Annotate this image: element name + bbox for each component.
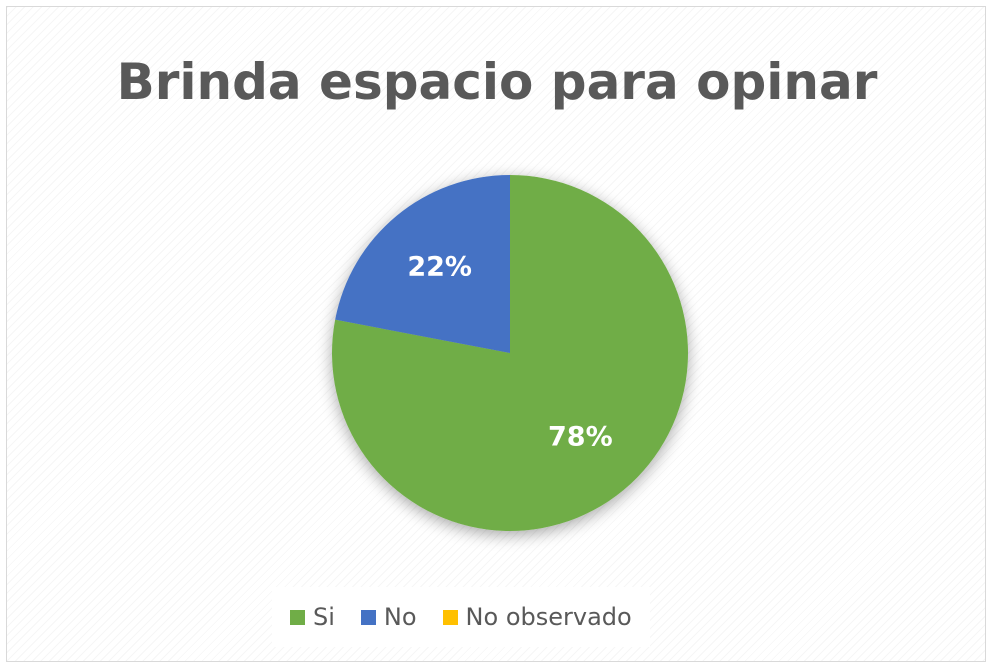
chart-legend: Si No No observado [272, 587, 650, 647]
legend-label: Si [313, 603, 335, 631]
legend-swatch [360, 609, 376, 625]
legend-item-si: Si [290, 603, 335, 631]
data-label-si: 78% [548, 422, 613, 453]
legend-item-no: No [360, 603, 417, 631]
chart-area: Brinda espacio para opinar 78% 22% Si No No… [6, 6, 986, 662]
legend-swatch [290, 609, 305, 625]
pie-slice-si [331, 175, 688, 532]
legend-label: No [383, 603, 417, 631]
legend-label: No observado [465, 603, 632, 631]
chart-title: Brinda espacio para opinar [116, 53, 878, 111]
legend-swatch [442, 609, 458, 625]
pie-slice-no [335, 175, 510, 353]
pie-chart: 78% 22% [331, 175, 688, 532]
legend-item-no-observado: No observado [442, 603, 632, 631]
data-label-no: 22% [407, 251, 472, 282]
